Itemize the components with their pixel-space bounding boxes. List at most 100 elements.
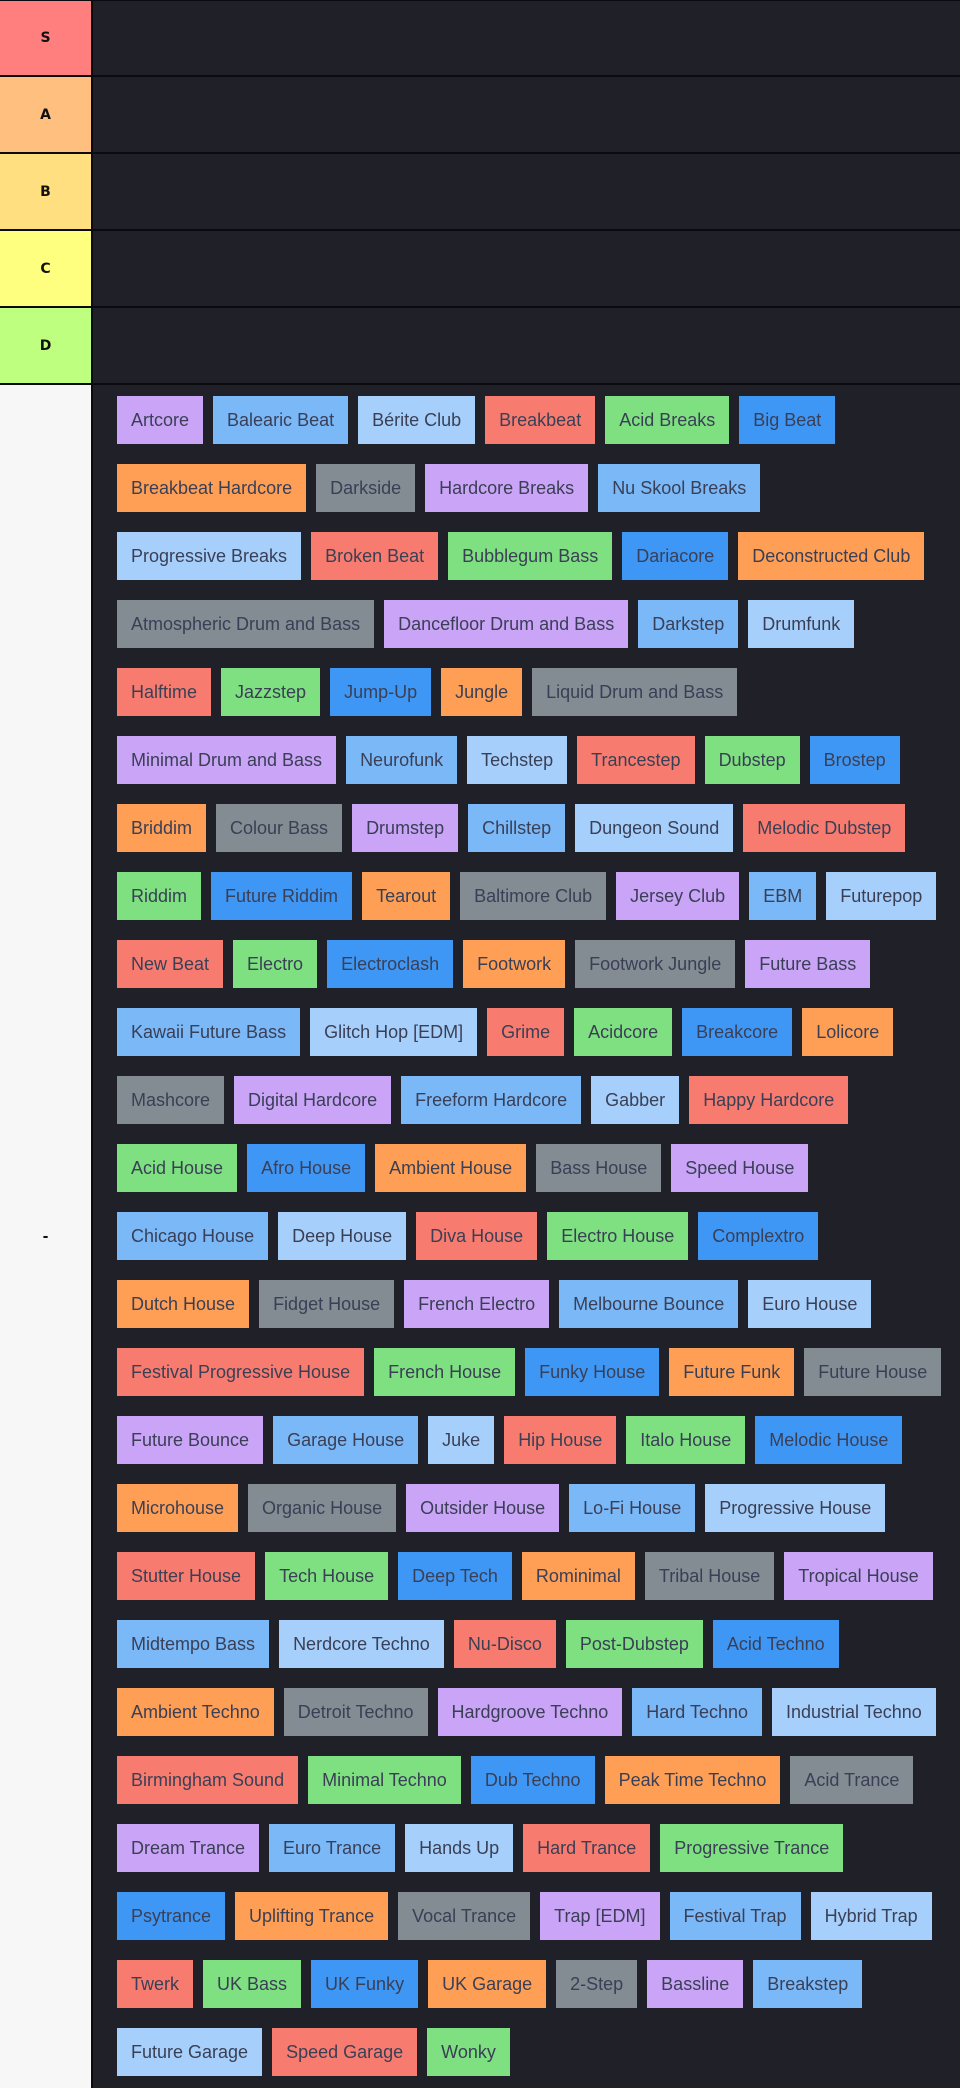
genre-item[interactable]: Drumfunk: [748, 600, 855, 648]
genre-item[interactable]: Dungeon Sound: [575, 804, 734, 852]
unranked-item-pool[interactable]: Artcore Balearic Beat Bérite Club Breakbeat…: [93, 385, 960, 2088]
genre-item[interactable]: Darkside: [316, 464, 416, 512]
genre-item[interactable]: Acid Trance: [790, 1756, 914, 1804]
genre-item[interactable]: Chillstep: [468, 804, 566, 852]
genre-item[interactable]: Future Bounce: [117, 1416, 264, 1464]
genre-item[interactable]: Bass House: [536, 1144, 662, 1192]
genre-item[interactable]: Acid Techno: [712, 1620, 839, 1668]
genre-item[interactable]: Mashcore: [117, 1076, 225, 1124]
genre-item[interactable]: Nu-Disco: [453, 1620, 556, 1668]
genre-item[interactable]: Trap [EDM]: [540, 1892, 660, 1940]
genre-item[interactable]: Hardcore Breaks: [425, 464, 589, 512]
genre-item[interactable]: UK Garage: [428, 1960, 547, 2008]
genre-item[interactable]: UK Funky: [311, 1960, 419, 2008]
genre-item[interactable]: Peak Time Techno: [604, 1756, 781, 1804]
genre-item[interactable]: Ambient House: [375, 1144, 527, 1192]
genre-item[interactable]: Electro House: [547, 1212, 689, 1260]
tier-dropzone-c[interactable]: [93, 231, 960, 306]
genre-item[interactable]: Future House: [804, 1348, 942, 1396]
genre-item[interactable]: Dubstep: [704, 736, 800, 784]
genre-item[interactable]: Future Funk: [669, 1348, 795, 1396]
genre-item[interactable]: Briddim: [117, 804, 207, 852]
genre-item[interactable]: UK Bass: [203, 1960, 302, 2008]
genre-item[interactable]: Footwork Jungle: [575, 940, 736, 988]
genre-item[interactable]: Rominimal: [521, 1552, 635, 1600]
genre-item[interactable]: Breakcore: [682, 1008, 793, 1056]
genre-item[interactable]: Nu Skool Breaks: [598, 464, 761, 512]
genre-item[interactable]: Trancestep: [577, 736, 695, 784]
genre-item[interactable]: Progressive House: [705, 1484, 886, 1532]
genre-item[interactable]: Speed Garage: [272, 2028, 418, 2076]
genre-item[interactable]: Big Beat: [739, 396, 836, 444]
genre-item[interactable]: Speed House: [671, 1144, 809, 1192]
genre-item[interactable]: Acidcore: [574, 1008, 673, 1056]
genre-item[interactable]: Deconstructed Club: [738, 532, 925, 580]
genre-item[interactable]: Future Bass: [745, 940, 871, 988]
genre-item[interactable]: Breakstep: [753, 1960, 863, 2008]
genre-item[interactable]: Ambient Techno: [117, 1688, 274, 1736]
genre-item[interactable]: Deep Tech: [398, 1552, 512, 1600]
genre-item[interactable]: Dream Trance: [117, 1824, 260, 1872]
genre-item[interactable]: Festival Trap: [669, 1892, 801, 1940]
genre-item[interactable]: Tech House: [265, 1552, 389, 1600]
genre-item[interactable]: Drumstep: [352, 804, 459, 852]
genre-item[interactable]: Baltimore Club: [460, 872, 607, 920]
genre-item[interactable]: Euro Trance: [269, 1824, 396, 1872]
genre-item[interactable]: Microhouse: [117, 1484, 239, 1532]
genre-item[interactable]: Dariacore: [622, 532, 729, 580]
genre-item[interactable]: Techstep: [467, 736, 568, 784]
genre-item[interactable]: Twerk: [117, 1960, 194, 2008]
genre-item[interactable]: French Electro: [404, 1280, 550, 1328]
genre-item[interactable]: Jungle: [441, 668, 523, 716]
genre-item[interactable]: Lolicore: [802, 1008, 894, 1056]
genre-item[interactable]: Acid Breaks: [605, 396, 730, 444]
genre-item[interactable]: Progressive Trance: [660, 1824, 844, 1872]
genre-item[interactable]: Dutch House: [117, 1280, 250, 1328]
genre-item[interactable]: Riddim: [117, 872, 202, 920]
genre-item[interactable]: Hard Techno: [632, 1688, 763, 1736]
genre-item[interactable]: Freeform Hardcore: [401, 1076, 582, 1124]
genre-item[interactable]: Hybrid Trap: [810, 1892, 932, 1940]
genre-item[interactable]: Dub Techno: [470, 1756, 595, 1804]
genre-item[interactable]: Organic House: [248, 1484, 397, 1532]
genre-item[interactable]: Funky House: [525, 1348, 660, 1396]
genre-item[interactable]: EBM: [749, 872, 817, 920]
genre-item[interactable]: Tribal House: [644, 1552, 775, 1600]
genre-item[interactable]: Melodic Dubstep: [743, 804, 906, 852]
genre-item[interactable]: Deep House: [278, 1212, 407, 1260]
genre-item[interactable]: Euro House: [748, 1280, 872, 1328]
genre-item[interactable]: Hard Trance: [523, 1824, 651, 1872]
genre-item[interactable]: Digital Hardcore: [234, 1076, 392, 1124]
genre-item[interactable]: Afro House: [247, 1144, 366, 1192]
genre-item[interactable]: Stutter House: [117, 1552, 256, 1600]
genre-item[interactable]: Atmospheric Drum and Bass: [117, 600, 375, 648]
genre-item[interactable]: Electroclash: [327, 940, 454, 988]
genre-item[interactable]: Future Garage: [117, 2028, 263, 2076]
genre-item[interactable]: New Beat: [117, 940, 224, 988]
genre-item[interactable]: Festival Progressive House: [117, 1348, 365, 1396]
genre-item[interactable]: Artcore: [117, 396, 204, 444]
tier-dropzone-a[interactable]: [93, 77, 960, 152]
genre-item[interactable]: Juke: [428, 1416, 495, 1464]
genre-item[interactable]: Melodic House: [755, 1416, 903, 1464]
genre-item[interactable]: Grime: [487, 1008, 565, 1056]
genre-item[interactable]: Psytrance: [117, 1892, 226, 1940]
genre-item[interactable]: Industrial Techno: [772, 1688, 936, 1736]
genre-item[interactable]: Colour Bass: [216, 804, 343, 852]
genre-item[interactable]: Brostep: [809, 736, 900, 784]
genre-item[interactable]: Future Riddim: [211, 872, 353, 920]
genre-item[interactable]: Post-Dubstep: [565, 1620, 703, 1668]
genre-item[interactable]: Happy Hardcore: [689, 1076, 849, 1124]
genre-item[interactable]: Jersey Club: [616, 872, 740, 920]
tier-dropzone-b[interactable]: [93, 154, 960, 229]
genre-item[interactable]: Bérite Club: [358, 396, 476, 444]
genre-item[interactable]: Bubblegum Bass: [448, 532, 613, 580]
genre-item[interactable]: Hip House: [504, 1416, 617, 1464]
genre-item[interactable]: Hands Up: [405, 1824, 514, 1872]
genre-item[interactable]: Outsider House: [406, 1484, 560, 1532]
genre-item[interactable]: 2-Step: [556, 1960, 638, 2008]
genre-item[interactable]: Breakbeat: [485, 396, 596, 444]
genre-item[interactable]: Gabber: [591, 1076, 680, 1124]
genre-item[interactable]: Bassline: [647, 1960, 744, 2008]
genre-item[interactable]: Midtempo Bass: [117, 1620, 270, 1668]
